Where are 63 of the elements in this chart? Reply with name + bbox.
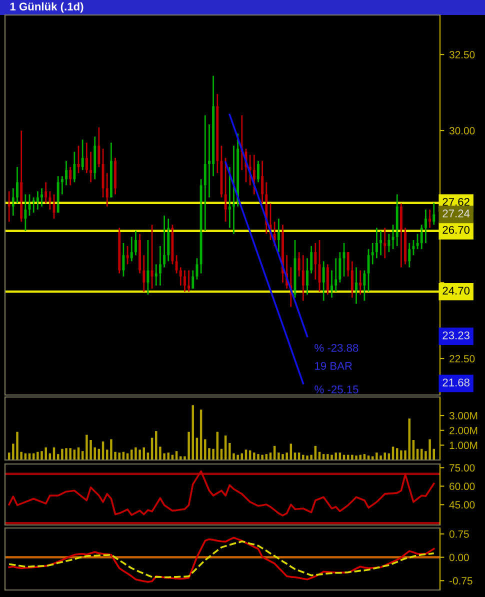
bar	[359, 454, 362, 460]
bar	[355, 456, 358, 460]
y-tick-label: 75.00	[450, 464, 475, 472]
bar	[380, 456, 382, 460]
bar	[69, 448, 72, 460]
ref-line-label: 24.70	[442, 286, 470, 295]
bar	[376, 452, 378, 460]
bar	[278, 452, 280, 460]
bar	[138, 450, 141, 460]
bar	[400, 450, 402, 460]
bar	[155, 431, 158, 460]
bar	[236, 454, 239, 460]
bar	[188, 432, 190, 460]
bar	[110, 439, 112, 460]
bar	[204, 439, 206, 460]
bar	[310, 454, 312, 460]
bar	[302, 454, 304, 460]
bar	[282, 454, 284, 460]
bar	[16, 432, 18, 460]
y-tick-label: 30.00	[449, 127, 475, 134]
bar	[61, 448, 64, 460]
bar	[330, 454, 333, 460]
line-series	[8, 470, 435, 516]
y-tick-label: 32.50	[449, 51, 475, 58]
y-tick-label: -0.75	[449, 577, 472, 585]
annotation: % -23.88	[314, 344, 358, 352]
bar	[408, 418, 410, 460]
y-tick-label: 0.75	[449, 530, 469, 538]
bar	[212, 448, 214, 460]
y-tick-label: 22.50	[450, 355, 475, 362]
y-tick-label: 60.00	[450, 482, 475, 490]
y-tick-label: 0.00	[449, 554, 469, 562]
chart-title: 1 Günlük (.1d)	[10, 2, 84, 13]
y-tick-label: 1.00M	[450, 442, 478, 450]
bar	[334, 452, 337, 460]
bar	[326, 454, 329, 460]
bar	[286, 452, 288, 460]
bar	[44, 447, 47, 460]
bar	[65, 448, 68, 460]
annotation: % -25.15	[314, 386, 358, 394]
y-tick-label: 3.00M	[449, 412, 478, 420]
annotation: 19 BAR	[315, 362, 352, 370]
ref-line-label: 26.70	[442, 226, 470, 234]
bar	[253, 452, 256, 460]
ref-line-label: 27.62	[442, 198, 470, 206]
bar	[134, 447, 137, 460]
bar	[228, 442, 231, 460]
bar	[257, 454, 260, 460]
bar	[40, 451, 43, 460]
bar	[261, 454, 264, 460]
bar	[351, 454, 354, 460]
bar	[428, 439, 431, 460]
bar	[180, 456, 182, 460]
annotation: 23.23	[442, 331, 470, 340]
bar	[384, 452, 386, 460]
annotation: 27.24	[442, 210, 470, 218]
annotation: 21.68	[442, 378, 470, 386]
y-tick-label: 45.00	[449, 501, 475, 509]
bar	[36, 452, 39, 460]
bar	[86, 434, 88, 460]
bar	[306, 456, 308, 460]
bar	[118, 452, 120, 460]
y-tick-label: 2.00M	[450, 426, 478, 434]
